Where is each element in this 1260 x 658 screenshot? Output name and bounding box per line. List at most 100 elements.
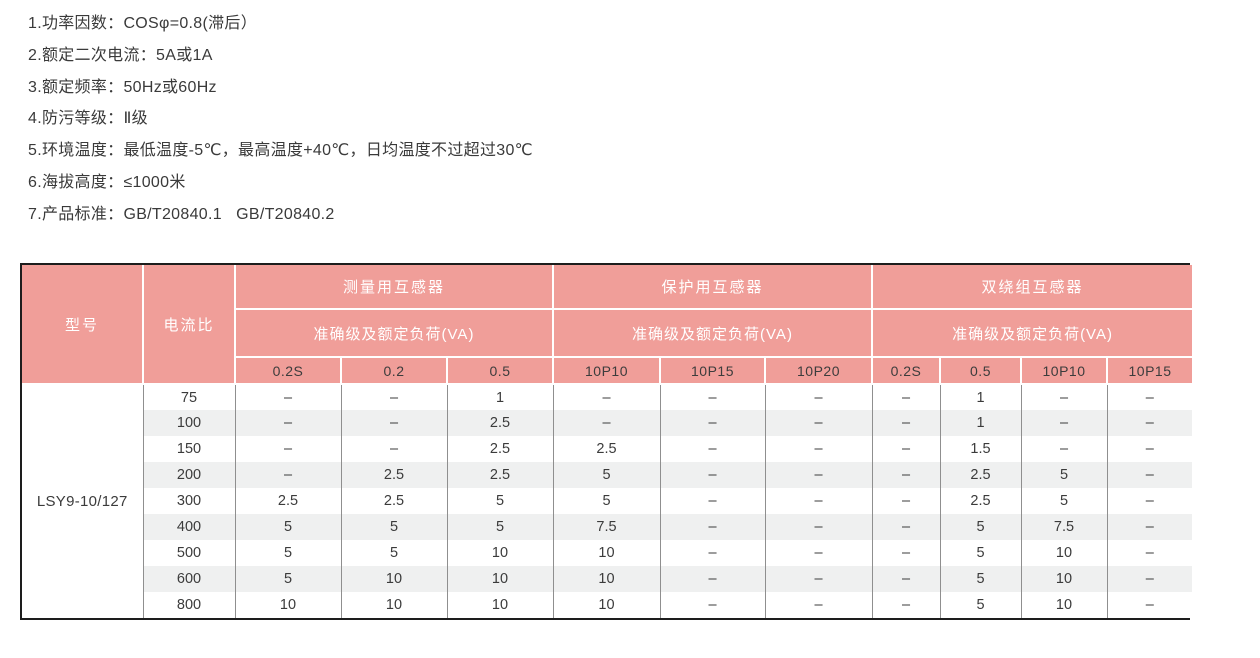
- spec-item: 5.环境温度：最低温度-5℃，最高温度+40℃，日均温度不过超过30℃: [28, 142, 533, 160]
- value-cell: 2.5: [340, 488, 447, 514]
- value-cell: –: [764, 540, 872, 566]
- value-cell: 10: [1020, 592, 1107, 618]
- value-cell: –: [1020, 436, 1107, 462]
- value-cell: –: [234, 436, 341, 462]
- ratio-cell: 150: [142, 436, 235, 462]
- value-cell: –: [871, 514, 940, 540]
- value-cell: 5: [552, 462, 660, 488]
- header-subtitle-double-winding: 准确级及额定负荷(VA): [870, 309, 1193, 358]
- value-cell: 2.5: [234, 488, 341, 514]
- value-cell: –: [659, 384, 765, 410]
- value-cell: –: [659, 592, 765, 618]
- spec-item: 2.额定二次电流：5A或1A: [28, 46, 213, 64]
- subcolumn-header: 10P15: [659, 357, 766, 385]
- ratio-cell: 300: [142, 488, 235, 514]
- table-row: 200–2.5 2.5 5– – –2.5 5–: [22, 462, 1193, 488]
- subcolumn-header: 10P20: [764, 357, 873, 385]
- value-cell: –: [871, 488, 940, 514]
- value-cell: 10: [340, 592, 447, 618]
- value-cell: 5: [1020, 462, 1107, 488]
- value-cell: –: [871, 384, 940, 410]
- value-cell: 10: [446, 540, 553, 566]
- value-cell: –: [234, 384, 341, 410]
- value-cell: –: [871, 410, 940, 436]
- value-cell: –: [764, 462, 872, 488]
- value-cell: 5: [1020, 488, 1107, 514]
- product-spec-table: 型号 电流比 测量用互感器 保护用互感器 双绕组互感器 准确级及额定负荷(VA)…: [20, 263, 1193, 620]
- table-row: 100– –2.5– – – –1– –: [22, 410, 1193, 436]
- value-cell: –: [340, 384, 447, 410]
- value-cell: –: [871, 462, 940, 488]
- value-cell: 5: [939, 592, 1021, 618]
- value-cell: 5: [234, 566, 341, 592]
- subcolumn-header: 0.2S: [871, 357, 941, 385]
- table-row: 800 10 10 10 10– – –5 10–: [22, 592, 1193, 618]
- value-cell: –: [1106, 436, 1193, 462]
- value-cell: –: [659, 436, 765, 462]
- ratio-cell: 75: [142, 384, 235, 410]
- value-cell: –: [552, 410, 660, 436]
- value-cell: 5: [340, 540, 447, 566]
- value-cell: –: [764, 410, 872, 436]
- header-ratio: 电流比: [142, 265, 236, 385]
- value-cell: –: [764, 566, 872, 592]
- value-cell: –: [764, 488, 872, 514]
- value-cell: 5: [340, 514, 447, 540]
- value-cell: –: [1020, 410, 1107, 436]
- ratio-cell: 500: [142, 540, 235, 566]
- value-cell: –: [1106, 384, 1193, 410]
- value-cell: 10: [552, 592, 660, 618]
- header-row-subtitles: 准确级及额定负荷(VA) 准确级及额定负荷(VA) 准确级及额定负荷(VA): [22, 309, 1193, 358]
- value-cell: –: [659, 462, 765, 488]
- subcolumn-header: 10P10: [1020, 357, 1108, 385]
- ratings-table: 型号 电流比 测量用互感器 保护用互感器 双绕组互感器 准确级及额定负荷(VA)…: [22, 265, 1193, 618]
- table-row: 400 5 5 5 7.5– – –5 7.5–: [22, 514, 1193, 540]
- ratio-cell: 600: [142, 566, 235, 592]
- value-cell: 10: [340, 566, 447, 592]
- subcolumn-header: 0.5: [446, 357, 554, 385]
- ratio-cell: 100: [142, 410, 235, 436]
- value-cell: –: [1020, 384, 1107, 410]
- value-cell: –: [234, 410, 341, 436]
- spec-list: 1.功率因数：COSφ=0.8(滞后） 2.额定二次电流：5A或1A 3.额定频…: [28, 8, 533, 231]
- table-row: 500 5 5 10 10– – –5 10–: [22, 540, 1193, 566]
- value-cell: –: [340, 410, 447, 436]
- value-cell: –: [659, 410, 765, 436]
- value-cell: –: [1106, 410, 1193, 436]
- spec-item: 4.防污等级：Ⅱ级: [28, 110, 148, 128]
- value-cell: 1.5: [939, 436, 1021, 462]
- value-cell: –: [552, 384, 660, 410]
- value-cell: –: [871, 566, 940, 592]
- value-cell: –: [659, 566, 765, 592]
- value-cell: –: [234, 462, 341, 488]
- value-cell: –: [1106, 488, 1193, 514]
- subcolumn-header: 0.2: [340, 357, 448, 385]
- header-group-measuring: 测量用互感器: [234, 265, 554, 310]
- value-cell: 2.5: [446, 410, 553, 436]
- value-cell: 7.5: [552, 514, 660, 540]
- value-cell: 10: [552, 566, 660, 592]
- table-row: LSY9-10/127 75– –1– – – –1– –: [22, 384, 1193, 618]
- subcolumn-header: 0.5: [939, 357, 1022, 385]
- header-row-groups: 型号 电流比 测量用互感器 保护用互感器 双绕组互感器: [22, 265, 1193, 385]
- subcolumn-header: 0.2S: [234, 357, 342, 385]
- header-subtitle-measuring: 准确级及额定负荷(VA): [234, 309, 554, 358]
- ratio-cell: 200: [142, 462, 235, 488]
- value-cell: 1: [939, 410, 1021, 436]
- value-cell: 1: [939, 384, 1021, 410]
- spec-item: 1.功率因数：COSφ=0.8(滞后）: [28, 15, 258, 32]
- value-cell: –: [1106, 540, 1193, 566]
- table-row: 300 2.5 2.5 5 5– – –2.5 5–: [22, 488, 1193, 514]
- value-cell: 10: [446, 566, 553, 592]
- value-cell: 5: [234, 514, 341, 540]
- header-subtitle-protection: 准确级及额定负荷(VA): [552, 309, 873, 358]
- value-cell: 7.5: [1020, 514, 1107, 540]
- value-cell: 5: [939, 540, 1021, 566]
- value-cell: 5: [939, 566, 1021, 592]
- spec-item: 7.产品标准：GB/T20840.1 GB/T20840.2: [28, 205, 335, 223]
- value-cell: 10: [446, 592, 553, 618]
- value-cell: 5: [446, 514, 553, 540]
- value-cell: –: [340, 436, 447, 462]
- value-cell: 5: [552, 488, 660, 514]
